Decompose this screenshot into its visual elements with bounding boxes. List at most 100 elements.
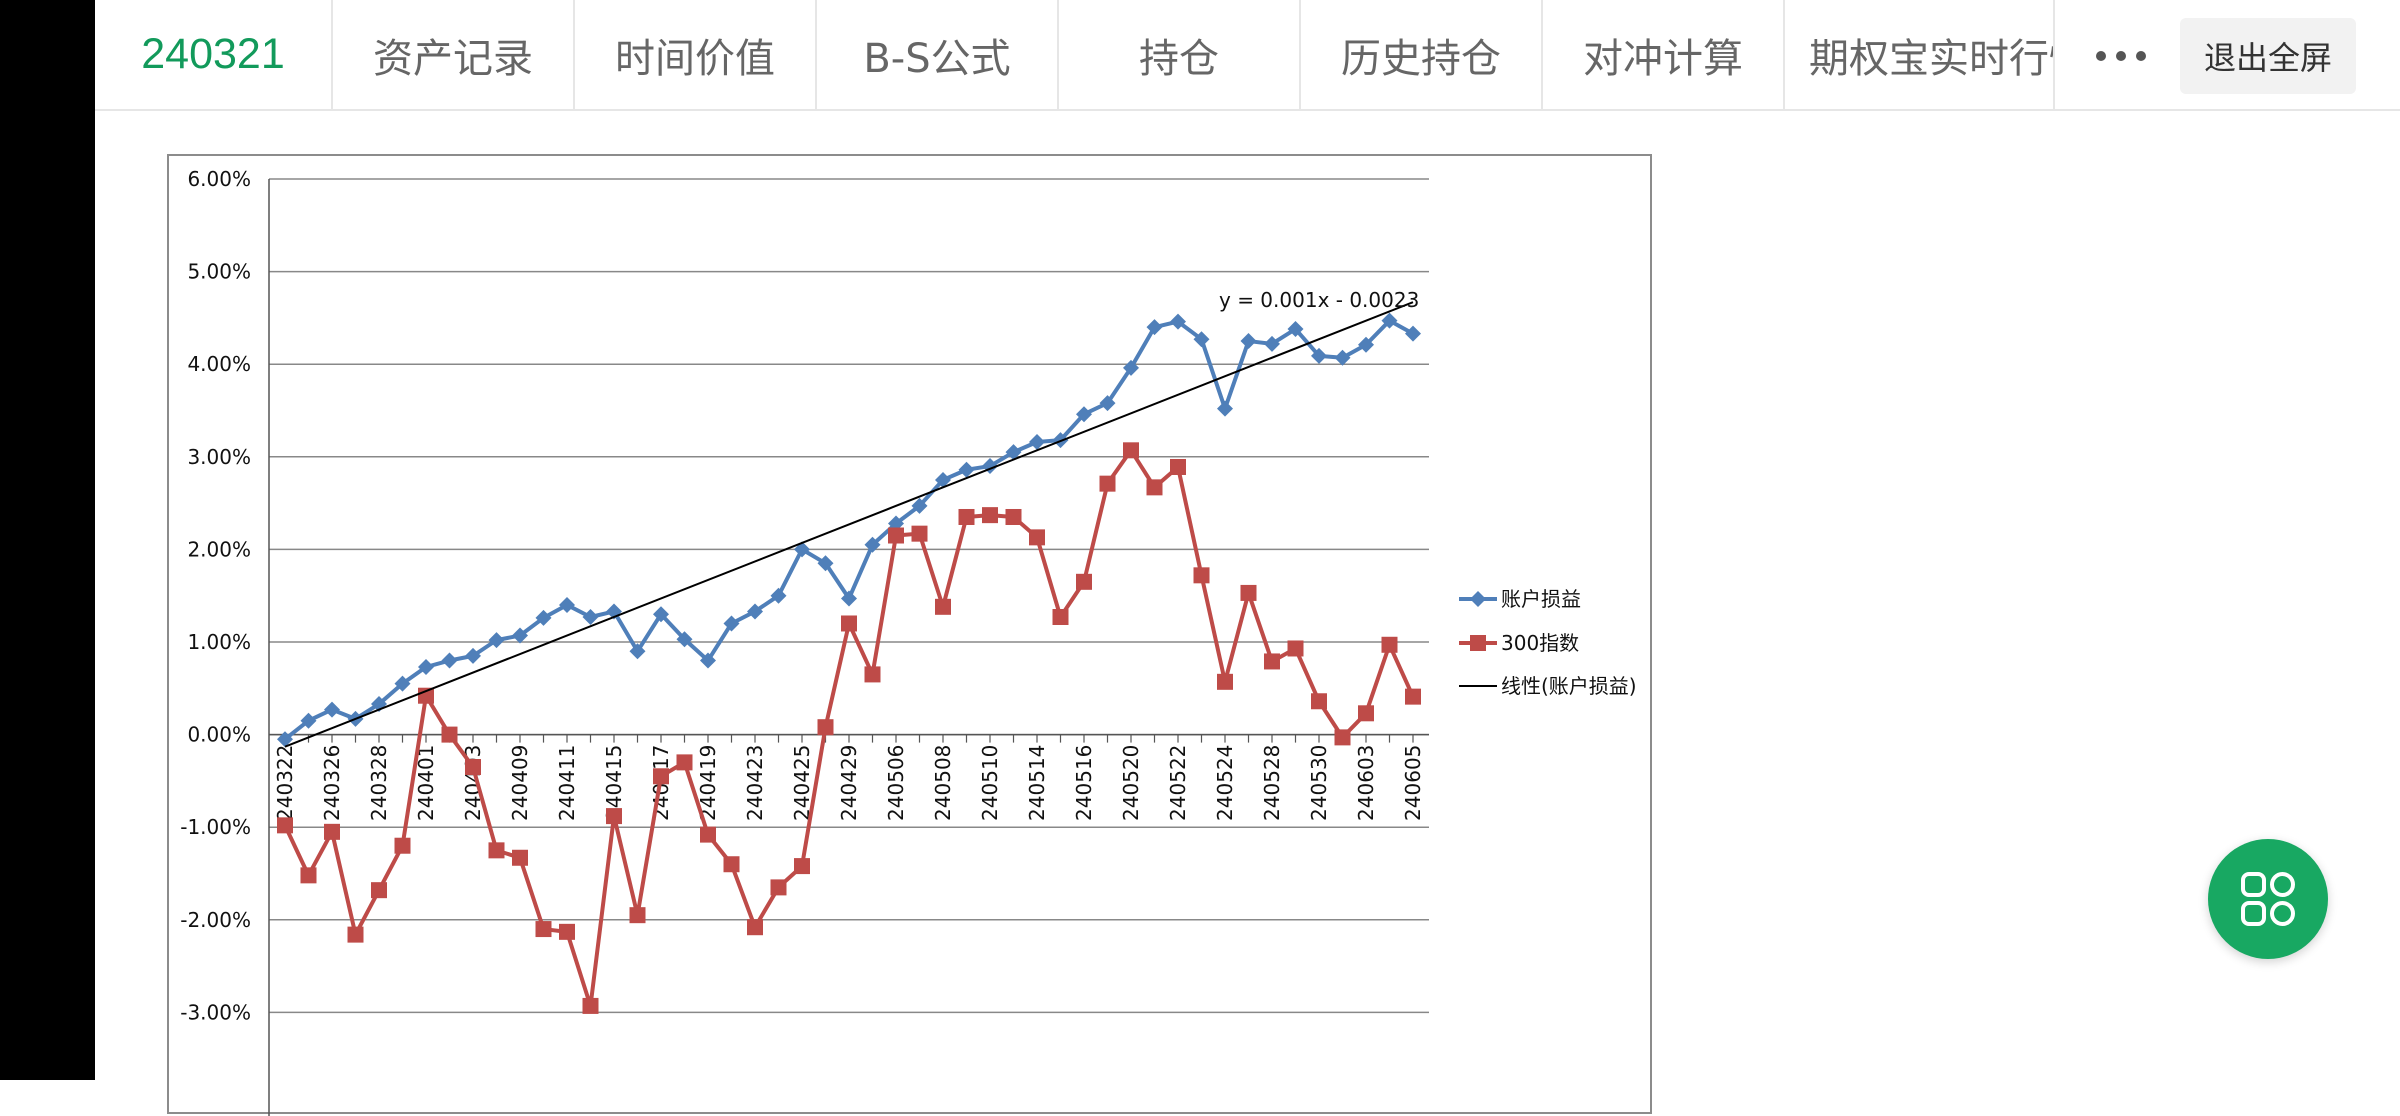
data-point	[324, 823, 340, 840]
data-point	[535, 921, 552, 938]
left-edge	[0, 0, 95, 1080]
x-tick-label: 240516	[1072, 745, 1096, 821]
data-point	[676, 631, 693, 648]
data-point	[512, 627, 528, 644]
data-point	[1029, 433, 1045, 450]
data-point	[324, 701, 340, 718]
data-point	[1170, 458, 1186, 475]
legend-label: 线性(账户损益)	[1501, 674, 1637, 698]
x-tick-label: 240524	[1213, 745, 1237, 821]
data-point	[888, 515, 904, 532]
data-point	[1358, 336, 1374, 353]
y-tick-label: 0.00%	[187, 723, 251, 747]
x-tick-label: 240506	[884, 745, 908, 821]
data-point	[394, 675, 411, 692]
more-horizontal-icon	[2096, 51, 2106, 61]
y-tick-label: 3.00%	[187, 445, 251, 469]
x-tick-label: 240603	[1354, 745, 1378, 821]
data-point	[747, 919, 763, 936]
x-tick-label: 240429	[837, 745, 861, 821]
data-point	[794, 858, 810, 875]
data-point	[982, 507, 998, 524]
data-point	[606, 808, 622, 825]
data-point	[676, 754, 693, 771]
data-point	[700, 652, 716, 669]
legend-marker	[1470, 591, 1486, 607]
data-point	[277, 817, 293, 834]
data-point	[1193, 331, 1210, 348]
tab-hedge-calc[interactable]: 对冲计算	[1543, 0, 1785, 109]
trendline	[284, 301, 1414, 748]
more-dot	[2136, 51, 2146, 61]
data-point	[653, 768, 669, 785]
data-point	[1405, 688, 1421, 705]
y-tick-label: -2.00%	[180, 908, 251, 932]
data-point	[1005, 508, 1022, 525]
tab-realtime-quotes[interactable]: 期权宝实时行情	[1785, 0, 2055, 109]
x-tick-label: 240520	[1119, 745, 1143, 821]
tab-asset-records[interactable]: 资产记录	[333, 0, 575, 109]
data-point	[1052, 608, 1069, 625]
data-point	[394, 837, 411, 854]
data-point	[1029, 529, 1045, 546]
tab-history-positions[interactable]: 历史持仓	[1301, 0, 1543, 109]
data-point	[817, 555, 834, 572]
x-tick-label: 240522	[1166, 745, 1190, 821]
tab-bs-formula[interactable]: B-S公式	[817, 0, 1059, 109]
y-tick-label: 1.00%	[187, 630, 251, 654]
more-menu-button[interactable]	[2062, 28, 2180, 84]
data-point	[1287, 321, 1304, 338]
data-point	[1193, 567, 1210, 584]
data-point	[1334, 729, 1351, 746]
data-point	[888, 527, 904, 544]
data-point	[1123, 442, 1139, 459]
data-point	[1381, 312, 1398, 329]
data-point	[653, 606, 669, 623]
data-point	[841, 615, 857, 632]
data-point	[817, 719, 834, 736]
x-tick-label: 240409	[508, 745, 532, 821]
legend-label: 账户损益	[1501, 587, 1581, 611]
data-point	[1005, 444, 1022, 461]
data-point	[1076, 406, 1092, 423]
data-point	[747, 603, 763, 620]
data-point	[441, 726, 458, 743]
data-point	[1170, 313, 1186, 330]
y-tick-label: 2.00%	[187, 537, 251, 561]
data-point	[1264, 653, 1280, 670]
data-point	[935, 471, 951, 488]
apps-grid-button[interactable]	[2208, 839, 2328, 959]
x-tick-label: 240514	[1025, 745, 1049, 821]
legend-marker	[1470, 635, 1486, 651]
data-point	[559, 923, 575, 940]
data-point	[418, 659, 434, 676]
data-point	[629, 643, 646, 660]
series-line-1	[283, 318, 1414, 741]
data-point	[1405, 325, 1421, 342]
tab-time-value[interactable]: 时间价值	[575, 0, 817, 109]
x-tick-label: 240423	[743, 745, 767, 821]
data-point	[1146, 479, 1163, 496]
data-point	[582, 608, 599, 625]
tab-positions[interactable]: 持仓	[1059, 0, 1301, 109]
data-point	[1217, 400, 1233, 417]
more-dot	[2116, 51, 2126, 61]
y-tick-label: 5.00%	[187, 260, 251, 284]
data-point	[1240, 333, 1257, 350]
data-point	[700, 826, 716, 843]
data-point	[1217, 673, 1233, 690]
chart-frame: 6.00% 5.00% 4.00% 3.00% 2.00% 1.00% 0.00% -1.00…	[167, 154, 1652, 1116]
data-point	[1311, 693, 1327, 710]
trendline-equation: y = 0.001x - 0.0023	[1219, 288, 1419, 312]
legend-label: 300指数	[1501, 631, 1579, 655]
apps-grid-icon	[2241, 872, 2295, 926]
data-point	[1099, 395, 1116, 412]
x-tick-label: 240411	[555, 745, 579, 821]
data-point	[864, 536, 881, 553]
x-tick-label: 240328	[367, 745, 391, 821]
data-point	[488, 842, 505, 859]
tab-240321[interactable]: 240321	[95, 0, 333, 109]
data-point	[488, 632, 505, 649]
exit-fullscreen-button[interactable]: 退出全屏	[2180, 18, 2356, 94]
x-tick-label: 240528	[1260, 745, 1284, 821]
